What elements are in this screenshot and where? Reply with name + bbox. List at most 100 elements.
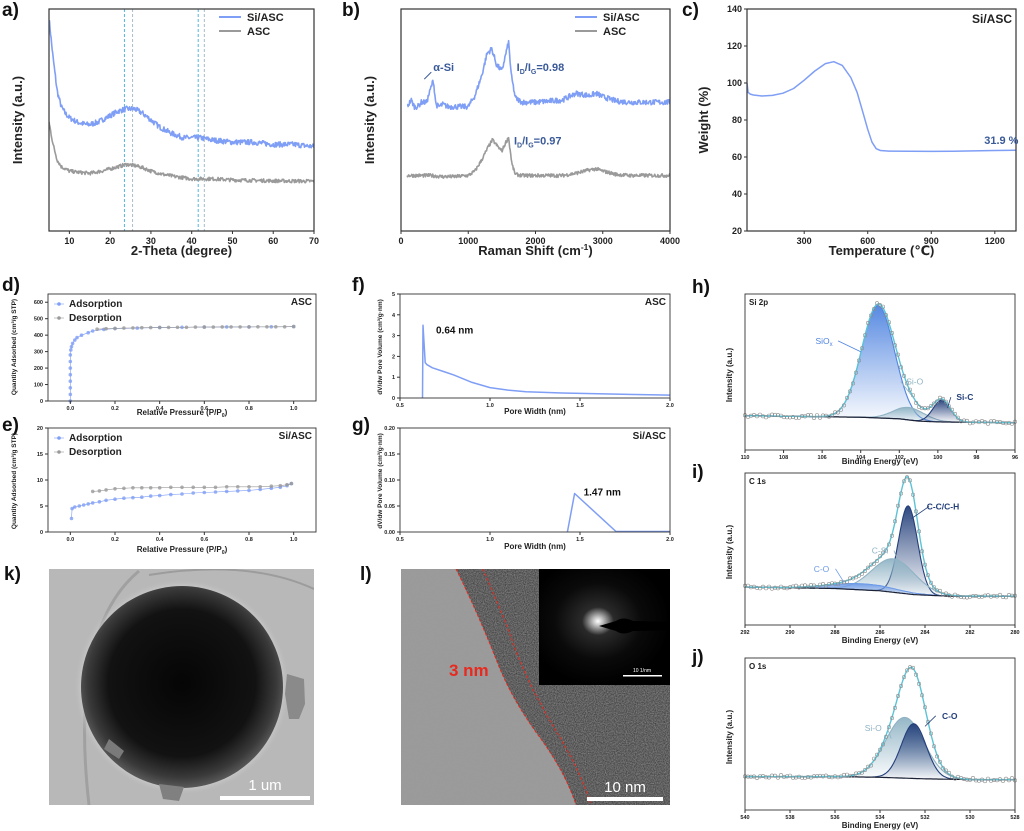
peak-label-text: C-O [814, 564, 830, 574]
raw-data-point [854, 370, 859, 375]
series-line-asc [49, 121, 314, 184]
panel-i-xps-c1s: i) C-C/C-H C-Si C-O 292 290 288 286 284 282 280 Bin… [690, 460, 1024, 650]
chart-g: 0.5 1.0 1.5 2.0 0.00 0.05 0.10 0.15 0.20 Pore Wid… [377, 426, 674, 551]
data-point-adsorption [79, 333, 84, 337]
annotation: ID/IG=0.98 [517, 62, 565, 76]
plot-area [747, 60, 1016, 153]
data-point-adsorption [68, 353, 73, 357]
raw-data-point [944, 591, 949, 596]
raw-data-point [845, 395, 850, 400]
x-tick-label: 0 [398, 236, 403, 246]
raw-data-point [875, 752, 880, 757]
raw-data-point [896, 352, 901, 357]
raw-data-point [782, 774, 787, 779]
data-point-adsorption [75, 335, 79, 340]
panel-label: i) [692, 462, 704, 483]
data-point-desorption [278, 483, 283, 488]
data-point-adsorption [68, 379, 73, 383]
raw-data-point [935, 399, 940, 404]
panel-label: b) [342, 0, 360, 21]
data-point-desorption [180, 485, 184, 490]
data-point-adsorption [68, 372, 73, 377]
y-tick-label: 0 [392, 396, 395, 402]
y-tick-label: 100 [727, 78, 742, 88]
data-point-adsorption [131, 495, 135, 500]
data-point-desorption [211, 325, 216, 329]
plot-area [742, 301, 1017, 426]
data-point-desorption [202, 485, 207, 490]
raw-data-point [854, 575, 859, 580]
raw-data-point [866, 565, 871, 570]
raw-data-point [917, 681, 922, 686]
raw-data-point [926, 573, 931, 578]
data-point-adsorption [258, 487, 263, 492]
raw-data-point [929, 580, 934, 585]
data-point-desorption [131, 326, 135, 330]
panel-label: a) [2, 0, 19, 21]
x-tick-label: 288 [830, 630, 839, 636]
x-axis-label-end: ) [588, 243, 592, 258]
y-axis-label: Intensity (a.u.) [725, 348, 734, 403]
raw-data-point [890, 716, 895, 721]
raw-data-point [946, 404, 951, 409]
data-point-adsorption [68, 386, 73, 390]
x-tick-label: 1.5 [576, 403, 584, 409]
raw-data-point [806, 584, 811, 589]
raw-data-point [908, 665, 913, 670]
raw-data-point [920, 406, 925, 411]
raw-data-point [938, 759, 943, 764]
x-tick-label: 1.0 [290, 406, 298, 412]
x-tick-label: 10 [64, 236, 74, 246]
raw-data-point [893, 343, 898, 348]
x-axis-label-text: Binding Energy (eV) [842, 821, 919, 830]
plot-frame [47, 293, 317, 402]
x-tick-label: 0.5 [396, 537, 404, 543]
panel-b-raman: b) 0 1000 2000 3000 4000 Raman Shift (cm-1) Int… [340, 0, 680, 270]
peak-label: Si-O [906, 376, 923, 386]
raw-data-point [920, 549, 925, 554]
data-point-adsorption [73, 338, 77, 342]
raw-data-point [797, 585, 802, 590]
series-line-si-asc [566, 492, 670, 532]
x-tick-label: 0.4 [156, 537, 165, 543]
raw-data-point [833, 410, 838, 415]
raw-data-point [952, 776, 957, 781]
envelope-fit-line [745, 303, 1015, 424]
raw-data-point [952, 592, 957, 597]
y-tick-label: 4 [392, 313, 396, 319]
y-tick-label: 1 [392, 375, 395, 381]
x-axis-label: Relative Pressure (P/P0) [137, 408, 228, 419]
x-axis-label-text: Relative Pressure (P/P [137, 408, 223, 417]
data-point-desorption [95, 327, 99, 331]
raw-data-point [967, 777, 972, 782]
peak-label-arrow [835, 568, 845, 583]
x-tick-label: 108 [779, 455, 788, 461]
raw-data-point [815, 774, 820, 779]
series-line-adsorption [70, 326, 294, 401]
x-axis-label: Binding Energy (eV) [842, 821, 919, 830]
raw-data-point [776, 413, 781, 418]
y-tick-label: 0 [40, 399, 43, 405]
x-tick-label: 1.5 [576, 537, 584, 543]
annotation-sub: G [528, 142, 534, 149]
data-point-adsorption [70, 341, 75, 346]
panel-k-tem: k) [0, 560, 360, 820]
component-fill-c-si [745, 558, 1015, 597]
series-line-asc [421, 324, 670, 398]
chart-c: 300 600 900 1200 20 40 60 80 100 120 140 Temperatur… [696, 4, 1019, 258]
x-tick-label: 532 [920, 815, 929, 821]
annotation: ID/IG=0.97 [514, 135, 562, 149]
raw-data-point [851, 773, 856, 778]
raw-data-point [815, 413, 820, 418]
raw-data-point [755, 585, 760, 590]
raw-data-point [976, 594, 981, 599]
data-point-adsorption [140, 495, 144, 499]
y-tick-label: 120 [727, 41, 742, 51]
data-point-adsorption [73, 505, 77, 509]
data-point-adsorption [69, 344, 74, 349]
raw-data-point [782, 415, 787, 420]
raw-data-point [815, 585, 820, 590]
peak-label-text: Si-C [956, 392, 973, 402]
y-axis-label: Quantity Adsorbed (cm³/g STP) [11, 433, 18, 529]
panel-label: f) [352, 275, 365, 296]
